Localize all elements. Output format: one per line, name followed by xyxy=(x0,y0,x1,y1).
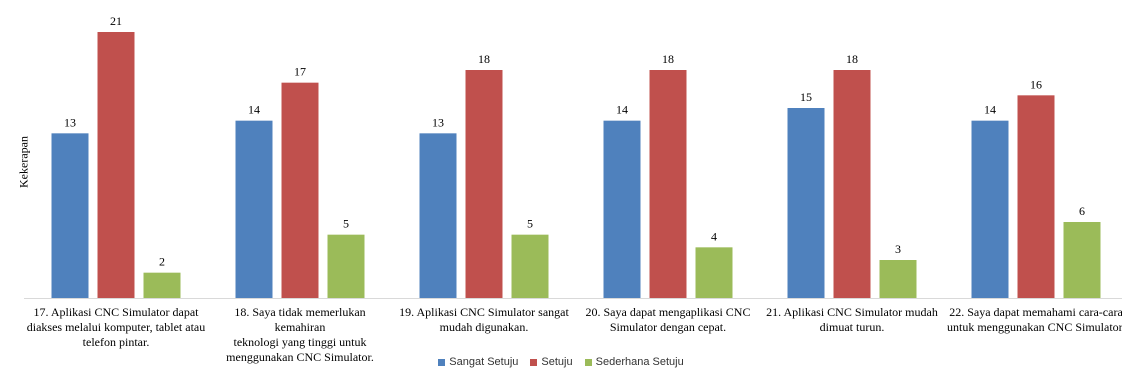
bar xyxy=(281,82,319,299)
legend-item: Setuju xyxy=(530,356,573,368)
legend-item: Sangat Setuju xyxy=(438,356,518,368)
data-label: 17 xyxy=(294,65,306,79)
data-label: 18 xyxy=(846,52,858,66)
bar xyxy=(1017,95,1055,298)
legend-swatch xyxy=(584,358,592,366)
bar xyxy=(511,234,549,298)
data-label: 2 xyxy=(159,255,165,269)
y-axis-label: Kekerapan xyxy=(4,132,44,192)
bar xyxy=(649,70,687,298)
data-label: 3 xyxy=(895,242,901,256)
y-axis-label-text: Kekerapan xyxy=(16,136,31,188)
data-label: 5 xyxy=(527,217,533,231)
data-label: 14 xyxy=(248,103,260,117)
legend: Sangat Setuju Setuju Sederhana Setuju xyxy=(0,356,1122,368)
category-label: 18. Saya tidak memerlukan kemahiran tekn… xyxy=(226,305,374,364)
category-label: 17. Aplikasi CNC Simulator dapat diakses… xyxy=(26,305,206,349)
bar xyxy=(787,108,825,298)
data-label: 15 xyxy=(800,90,812,104)
bar xyxy=(419,133,457,298)
bar xyxy=(51,133,89,298)
data-label: 14 xyxy=(984,103,996,117)
bar xyxy=(465,70,503,298)
category-label: 19. Aplikasi CNC Simulator sangat mudah … xyxy=(399,305,569,334)
data-label: 5 xyxy=(343,217,349,231)
data-label: 21 xyxy=(110,14,122,28)
legend-swatch xyxy=(438,358,446,366)
bar xyxy=(1063,222,1101,298)
bar xyxy=(235,120,273,299)
bar xyxy=(143,272,181,298)
data-label: 6 xyxy=(1079,204,1085,218)
bar xyxy=(695,247,733,298)
data-label: 18 xyxy=(662,52,674,66)
legend-label: Setuju xyxy=(541,356,573,368)
category-label: 22. Saya dapat memahami cara-cara untuk … xyxy=(947,305,1122,334)
data-label: 14 xyxy=(616,103,628,117)
legend-label: Sederhana Setuju xyxy=(595,356,684,368)
bar xyxy=(879,260,917,298)
data-label: 13 xyxy=(64,115,76,129)
bar xyxy=(833,70,871,298)
data-label: 18 xyxy=(478,52,490,66)
data-label: 16 xyxy=(1030,77,1042,91)
category-label: 21. Aplikasi CNC Simulator mudah dimuat … xyxy=(766,305,938,334)
bar xyxy=(327,234,365,298)
data-label: 13 xyxy=(432,115,444,129)
legend-label: Sangat Setuju xyxy=(449,356,519,368)
legend-swatch xyxy=(530,358,538,366)
bar xyxy=(97,32,135,298)
legend-item: Sederhana Setuju xyxy=(584,356,684,368)
data-label: 4 xyxy=(711,229,717,243)
bar xyxy=(603,120,641,299)
category-label: 20. Saya dapat mengaplikasi CNC Simulato… xyxy=(585,305,751,334)
bar xyxy=(971,120,1009,299)
